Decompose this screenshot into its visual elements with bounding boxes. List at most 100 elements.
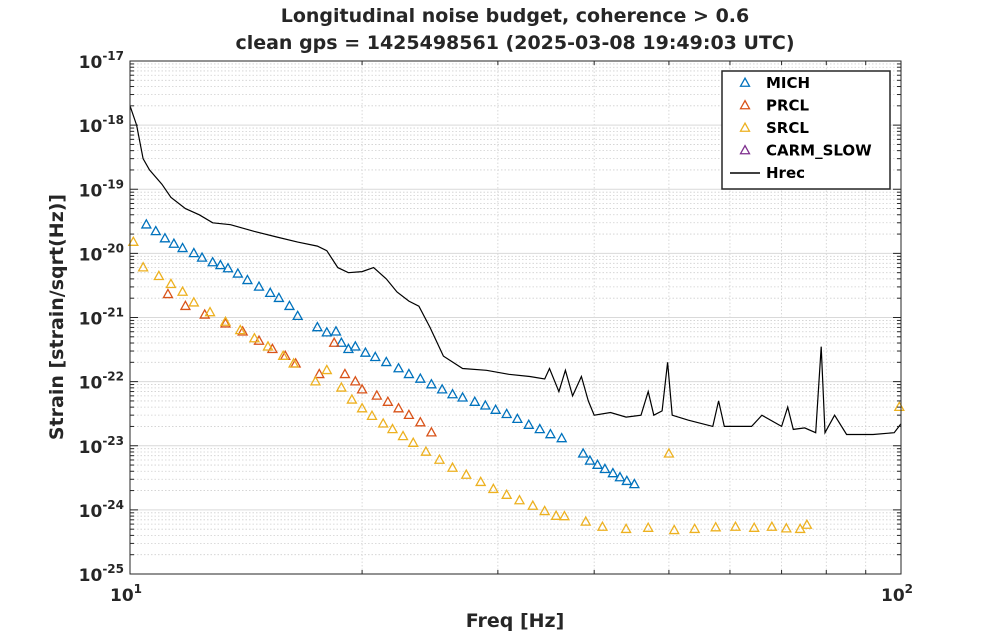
prcl-marker bbox=[237, 325, 249, 336]
mich-marker bbox=[614, 471, 626, 482]
chart-subtitle: clean gps = 1425498561 (2025-03-08 19:49… bbox=[235, 32, 794, 54]
srcl-marker bbox=[710, 521, 722, 532]
srcl-marker bbox=[501, 488, 513, 499]
srcl-marker bbox=[366, 409, 378, 420]
mich-marker bbox=[436, 383, 448, 394]
prcl-marker bbox=[349, 375, 361, 386]
prcl-marker bbox=[414, 416, 426, 427]
legend-prcl-marker bbox=[739, 99, 751, 110]
srcl-marker bbox=[446, 461, 459, 472]
prcl-marker bbox=[179, 300, 192, 311]
prcl-marker bbox=[392, 402, 405, 413]
srcl-marker bbox=[248, 332, 261, 343]
prcl-marker bbox=[253, 334, 265, 345]
mich-marker bbox=[369, 351, 381, 362]
srcl-marker bbox=[165, 278, 177, 289]
srcl-marker bbox=[204, 306, 216, 317]
prcl-marker bbox=[425, 426, 438, 437]
srcl-marker bbox=[219, 315, 232, 326]
srcl-marker bbox=[262, 340, 274, 351]
mich-marker bbox=[253, 280, 265, 291]
prcl-marker bbox=[339, 368, 351, 379]
srcl-marker bbox=[766, 520, 778, 531]
prcl-marker bbox=[371, 389, 383, 400]
mich-marker bbox=[628, 478, 640, 489]
y-tick-label: 10-20 bbox=[79, 241, 124, 265]
srcl-marker bbox=[127, 235, 139, 246]
mich-marker bbox=[140, 218, 152, 229]
mich-marker bbox=[150, 225, 162, 236]
srcl-marker bbox=[433, 453, 446, 464]
srcl-marker bbox=[893, 400, 905, 412]
y-tick-label: 10-24 bbox=[79, 498, 124, 522]
mich-marker bbox=[523, 418, 535, 429]
srcl-marker bbox=[386, 423, 399, 434]
prcl-marker bbox=[356, 383, 368, 394]
legend: MICH PRCL SRCL CARM_SLOW Hrec bbox=[721, 70, 891, 190]
mich-marker bbox=[469, 395, 481, 406]
x-tick-label: 101 bbox=[110, 582, 142, 606]
axis-ticks: 101 102 10-25 10-24 10-23 10-22 10-21 10-20 10-1… bbox=[79, 49, 913, 606]
mich-marker bbox=[425, 378, 438, 389]
mich-marker bbox=[490, 403, 502, 414]
mich-marker bbox=[264, 286, 276, 298]
mich-marker bbox=[349, 340, 361, 351]
y-tick-label: 10-23 bbox=[79, 434, 124, 458]
mich-marker bbox=[584, 454, 596, 465]
prcl-marker bbox=[162, 288, 174, 299]
mich-marker bbox=[621, 475, 633, 486]
srcl-marker bbox=[780, 522, 792, 533]
srcl-marker bbox=[137, 261, 149, 272]
mich-marker bbox=[321, 326, 333, 337]
legend-carm-slow-label: CARM_SLOW bbox=[766, 142, 872, 160]
srcl-marker bbox=[487, 483, 499, 494]
srcl-marker bbox=[335, 381, 347, 392]
legend-prcl-label: PRCL bbox=[766, 97, 810, 115]
series-layer bbox=[127, 105, 905, 535]
srcl-marker bbox=[321, 364, 333, 375]
y-tick-label: 10-21 bbox=[79, 306, 124, 330]
srcl-marker bbox=[620, 522, 632, 534]
srcl-marker bbox=[356, 402, 368, 413]
srcl-marker bbox=[407, 436, 419, 447]
srcl-marker bbox=[527, 499, 539, 510]
y-tick-label: 10-19 bbox=[79, 177, 124, 201]
mich-marker bbox=[591, 458, 604, 469]
legend-mich-label: MICH bbox=[766, 74, 810, 92]
srcl-marker bbox=[287, 357, 300, 368]
mich-marker bbox=[232, 267, 244, 278]
mich-marker bbox=[168, 237, 180, 248]
mich-marker bbox=[446, 388, 459, 399]
mich-marker bbox=[342, 343, 355, 354]
mich-marker bbox=[456, 391, 469, 402]
x-axis-label: Freq [Hz] bbox=[466, 610, 565, 632]
srcl-marker bbox=[801, 518, 813, 529]
mich-marker bbox=[207, 256, 219, 267]
mich-marker bbox=[359, 346, 372, 357]
srcl-marker bbox=[234, 324, 246, 335]
mich-marker bbox=[414, 372, 426, 383]
srcl-marker bbox=[663, 447, 675, 458]
mich-marker bbox=[556, 432, 568, 443]
mich-marker bbox=[176, 242, 189, 253]
mich-marker bbox=[511, 412, 523, 424]
srcl-marker bbox=[460, 468, 472, 479]
mich-marker bbox=[501, 408, 513, 419]
srcl-marker bbox=[748, 521, 760, 532]
legend-mich-marker bbox=[739, 76, 751, 87]
y-tick-label: 10-17 bbox=[79, 49, 124, 73]
srcl-marker bbox=[668, 524, 680, 535]
srcl-marker bbox=[475, 476, 487, 487]
mich-marker bbox=[607, 467, 619, 478]
chart-title: Longitudinal noise budget, coherence > 0… bbox=[281, 5, 750, 27]
mich-marker bbox=[479, 399, 491, 410]
srcl-marker bbox=[176, 285, 189, 296]
mich-marker bbox=[380, 356, 392, 367]
mich-marker bbox=[241, 274, 254, 285]
mich-marker bbox=[335, 336, 347, 347]
srcl-marker bbox=[513, 494, 526, 505]
srcl-marker bbox=[558, 510, 571, 521]
prcl-marker bbox=[219, 317, 232, 328]
mich-marker bbox=[196, 251, 208, 262]
